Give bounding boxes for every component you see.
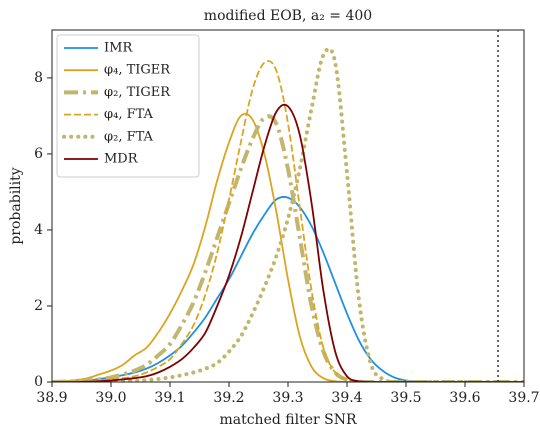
legend: IMR φ₄, TIGER φ₂, TIGER φ₄, FTA φ₂, FTA MDR — [56, 34, 200, 178]
y-tick-label: 4 — [34, 222, 43, 238]
x-tick-label: 39.2 — [213, 390, 244, 406]
y-tick-label: 0 — [34, 374, 43, 390]
legend-label: φ₄, FTA — [104, 107, 154, 122]
y-tick-label: 6 — [34, 146, 43, 162]
series-line — [52, 46, 524, 382]
x-tick-label: 39.4 — [331, 390, 362, 406]
x-tick-label: 39.0 — [95, 390, 126, 406]
x-axis-label: matched filter SNR — [219, 412, 357, 428]
y-tick-label: 8 — [34, 70, 43, 86]
x-tick-label: 39.1 — [154, 390, 185, 406]
series-line — [52, 112, 524, 382]
y-axis-label: probability — [8, 167, 24, 244]
series-line — [52, 114, 524, 382]
x-tick-label: 38.9 — [36, 390, 67, 406]
series-line — [52, 196, 524, 382]
x-tick-label: 39.3 — [272, 390, 303, 406]
legend-label: φ₂, FTA — [104, 129, 154, 144]
x-tick-label: 39.6 — [449, 390, 480, 406]
legend-label: MDR — [104, 152, 139, 167]
plot-area — [52, 30, 524, 382]
x-tick-label: 39.5 — [390, 390, 421, 406]
y-tick-label: 2 — [34, 298, 43, 314]
legend-label: φ₂, TIGER — [104, 85, 171, 100]
chart-title: modified EOB, a₂ = 400 — [204, 8, 372, 24]
legend-label: IMR — [104, 41, 133, 56]
series-line — [52, 103, 524, 382]
x-tick-label: 39.7 — [508, 390, 539, 406]
series-line — [52, 60, 524, 382]
legend-label: φ₄, TIGER — [104, 63, 171, 78]
